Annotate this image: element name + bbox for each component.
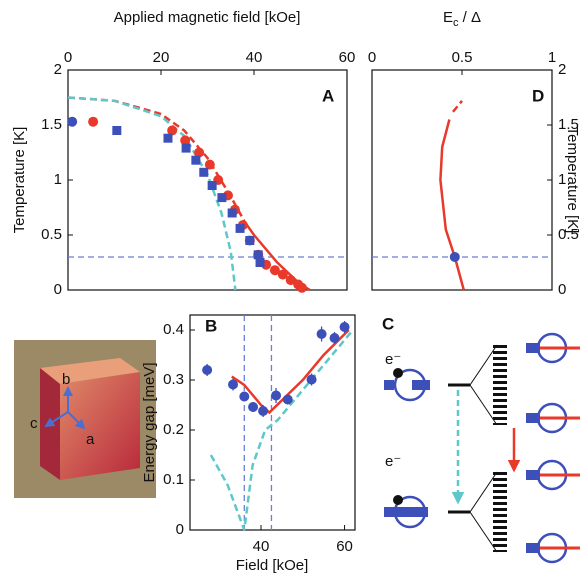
data-point	[163, 134, 172, 143]
y-axis-label: Temperature [K]	[11, 127, 28, 234]
data-point	[236, 224, 245, 233]
data-point	[248, 402, 258, 412]
axis-label: b	[62, 371, 70, 388]
y-tick-label: 1.5	[41, 116, 62, 133]
data-point	[340, 322, 350, 332]
x-axis-label: Applied magnetic field [kOe]	[114, 9, 301, 26]
panel-label: A	[322, 86, 334, 105]
y-tick-label: 0	[176, 521, 184, 538]
y-tick-label: 0.2	[163, 421, 184, 438]
electron-label: e⁻	[385, 351, 401, 368]
curve	[211, 330, 353, 530]
x-tick-label: 60	[336, 538, 353, 555]
data-point	[258, 406, 268, 416]
electron-label: e⁻	[385, 453, 401, 470]
x-axis-label: Ec / Δ	[443, 9, 481, 29]
x-tick-label: 0	[368, 49, 376, 66]
data-point	[88, 117, 98, 127]
x-axis-label: Field [kOe]	[236, 557, 309, 574]
axis-label: a	[86, 431, 95, 448]
y-tick-label: 1	[54, 171, 62, 188]
data-point	[317, 329, 327, 339]
level-diagram: C e⁻ e⁻	[382, 314, 580, 562]
data-point	[182, 144, 191, 153]
x-tick-label: 20	[153, 49, 170, 66]
data-point	[450, 252, 460, 262]
y-tick-label: 0.1	[163, 471, 184, 488]
data-point	[297, 283, 307, 293]
panel-label: B	[205, 316, 217, 335]
y-tick-label: 2	[54, 61, 62, 78]
page: {"chart_data": [ {"type": "line", "panel…	[0, 0, 585, 579]
x-axis-label-main: E	[443, 9, 453, 26]
y-tick-label: 0	[54, 281, 62, 298]
data-point	[191, 156, 200, 165]
y-tick-label: 0	[558, 281, 566, 298]
x-tick-label: 40	[246, 49, 263, 66]
data-point	[330, 333, 340, 343]
data-point	[239, 392, 249, 402]
x-axis-label-rest: / Δ	[458, 9, 481, 26]
panel-label: D	[532, 86, 544, 105]
data-point	[254, 250, 263, 259]
data-point	[256, 258, 265, 267]
x-tick-label: 0.5	[452, 49, 473, 66]
data-point	[307, 375, 317, 385]
curve	[453, 101, 462, 112]
x-tick-label: 0	[64, 49, 72, 66]
data-point	[271, 391, 281, 401]
data-point	[199, 168, 208, 177]
y-axis-label: Temperature [K]	[564, 127, 581, 234]
y-tick-label: 0.5	[41, 226, 62, 243]
x-tick-label: 40	[253, 538, 270, 555]
data-point	[283, 395, 293, 405]
curve	[440, 120, 463, 291]
data-point	[228, 380, 238, 390]
data-point	[208, 181, 217, 190]
figure: b c a C e⁻ e⁻ 020406000.511.52Applied ma…	[0, 0, 585, 579]
data-point	[112, 126, 121, 135]
y-tick-label: 2	[558, 61, 566, 78]
crystal-photo: b c a	[14, 340, 156, 498]
panel-label: C	[382, 314, 394, 333]
y-tick-label: 0.3	[163, 371, 184, 388]
y-axis-label: Energy gap [meV]	[141, 362, 158, 482]
data-point	[245, 236, 254, 245]
data-point	[217, 193, 226, 202]
y-tick-label: 0.4	[163, 321, 184, 338]
data-point	[67, 117, 77, 127]
x-tick-label: 60	[339, 49, 356, 66]
data-point	[202, 365, 212, 375]
data-point	[228, 209, 237, 218]
x-tick-label: 1	[548, 49, 556, 66]
axis-label: c	[30, 415, 38, 432]
